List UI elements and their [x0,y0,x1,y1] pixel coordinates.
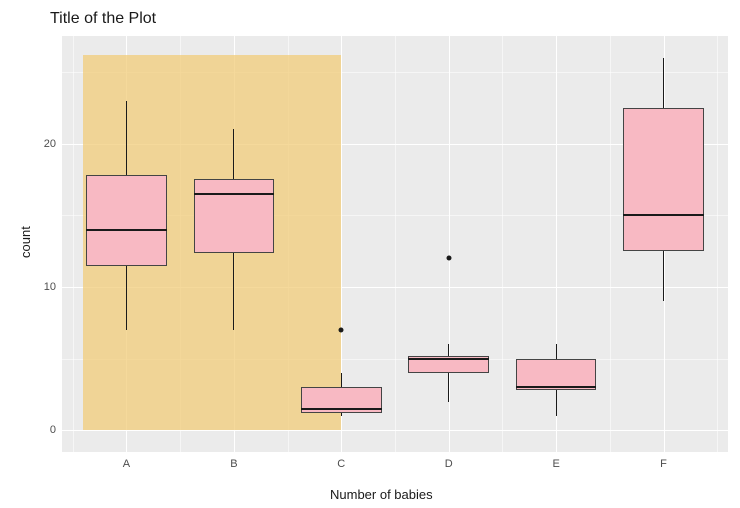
boxplot-box [86,175,167,265]
boxplot-median [408,358,489,360]
x-tick-label: B [230,458,237,470]
y-tick-label: 20 [38,138,56,150]
boxplot-median [516,386,597,388]
x-tick-label: C [337,458,345,470]
boxplot-median [623,214,704,216]
outlier-point [339,328,344,333]
whisker-lower [126,266,127,331]
boxplot-median [301,408,382,410]
whisker-lower [233,253,234,330]
plot-panel [62,36,728,452]
x-tick-label: A [123,458,130,470]
x-tick-label: D [445,458,453,470]
outlier-point [446,256,451,261]
grid-v-minor [610,36,611,452]
whisker-upper [556,344,557,358]
boxplot-box [194,179,275,252]
grid-v-minor [73,36,74,452]
boxplot-median [194,193,275,195]
x-tick-label: F [660,458,667,470]
boxplot-box [623,108,704,251]
grid-v-minor [717,36,718,452]
whisker-upper [448,344,449,355]
y-tick-label: 0 [38,424,56,436]
y-axis-label: count [18,226,33,258]
x-axis-label: Number of babies [330,487,433,502]
whisker-upper [233,129,234,179]
whisker-lower [663,251,664,301]
whisker-upper [126,101,127,176]
boxplot-median [86,229,167,231]
x-tick-label: E [552,458,559,470]
whisker-upper [663,58,664,108]
whisker-lower [556,390,557,416]
whisker-lower [448,373,449,402]
grid-v-minor [395,36,396,452]
y-tick-label: 10 [38,281,56,293]
whisker-lower [341,413,342,416]
plot-title: Title of the Plot [50,10,156,28]
grid-v-minor [502,36,503,452]
whisker-upper [341,373,342,387]
